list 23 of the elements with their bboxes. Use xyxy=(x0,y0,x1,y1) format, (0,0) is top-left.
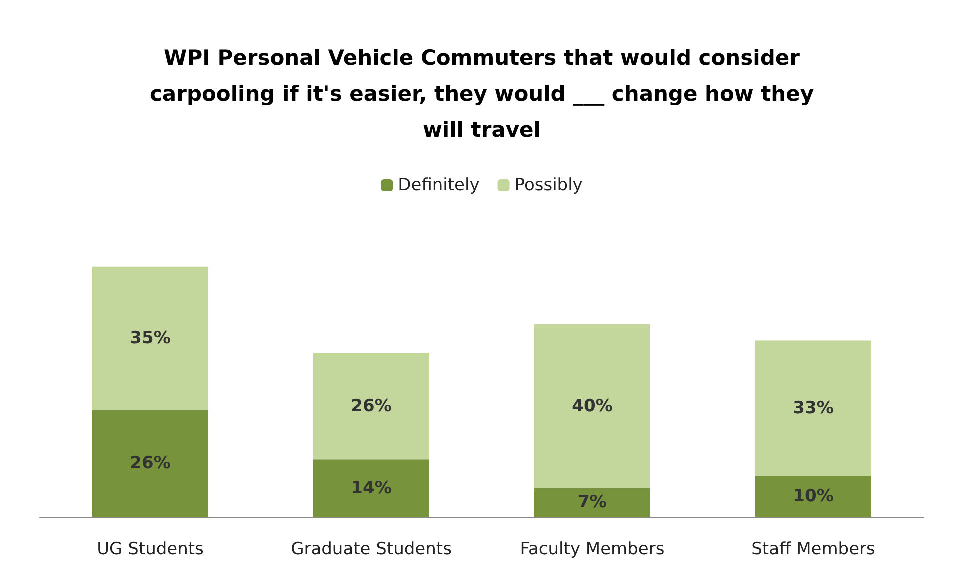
bar xyxy=(314,460,430,517)
bar xyxy=(314,353,430,460)
x-tick-label: Faculty Members xyxy=(520,540,665,560)
bar xyxy=(534,324,650,488)
legend-label: Possibly xyxy=(514,176,583,196)
data-label: 7% xyxy=(578,492,607,513)
data-label: 40% xyxy=(572,396,613,416)
x-tick-label: UG Students xyxy=(97,540,204,560)
bar xyxy=(756,340,872,476)
data-label: 33% xyxy=(793,398,834,418)
chart-title: WPI Personal Vehicle Commuters that would consider carpooling if it's easier, they would ___ change how they will travel xyxy=(150,46,814,142)
data-label: 26% xyxy=(351,396,392,416)
x-tick-label: Staff Members xyxy=(752,540,876,560)
legend-label: Definitely xyxy=(398,176,480,196)
bar xyxy=(92,410,208,517)
bar xyxy=(534,488,650,517)
data-label: 26% xyxy=(130,454,171,474)
bar xyxy=(756,476,872,517)
data-label: 10% xyxy=(793,486,834,506)
x-tick-label: Graduate Students xyxy=(291,540,452,560)
data-label: 35% xyxy=(130,328,171,349)
data-label: 14% xyxy=(351,478,392,498)
bar xyxy=(92,266,208,410)
